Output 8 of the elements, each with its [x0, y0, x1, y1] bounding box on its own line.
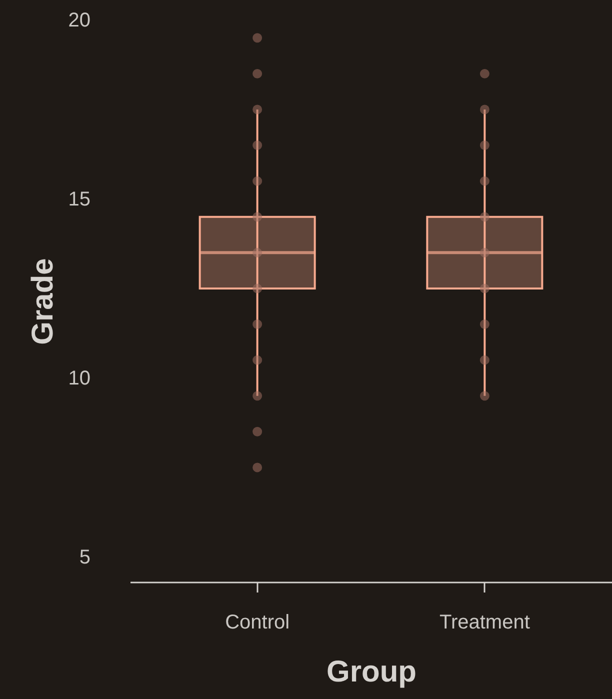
y-axis-title: Grade — [26, 258, 60, 345]
y-tick-label: 15 — [68, 188, 90, 210]
x-tick-label: Control — [225, 612, 290, 634]
y-tick-label: 5 — [79, 546, 90, 568]
x-tick-label: Treatment — [439, 612, 530, 634]
y-tick-label: 20 — [68, 10, 90, 32]
y-tick-label: 10 — [68, 367, 90, 390]
x-axis-title: Group — [326, 656, 416, 688]
